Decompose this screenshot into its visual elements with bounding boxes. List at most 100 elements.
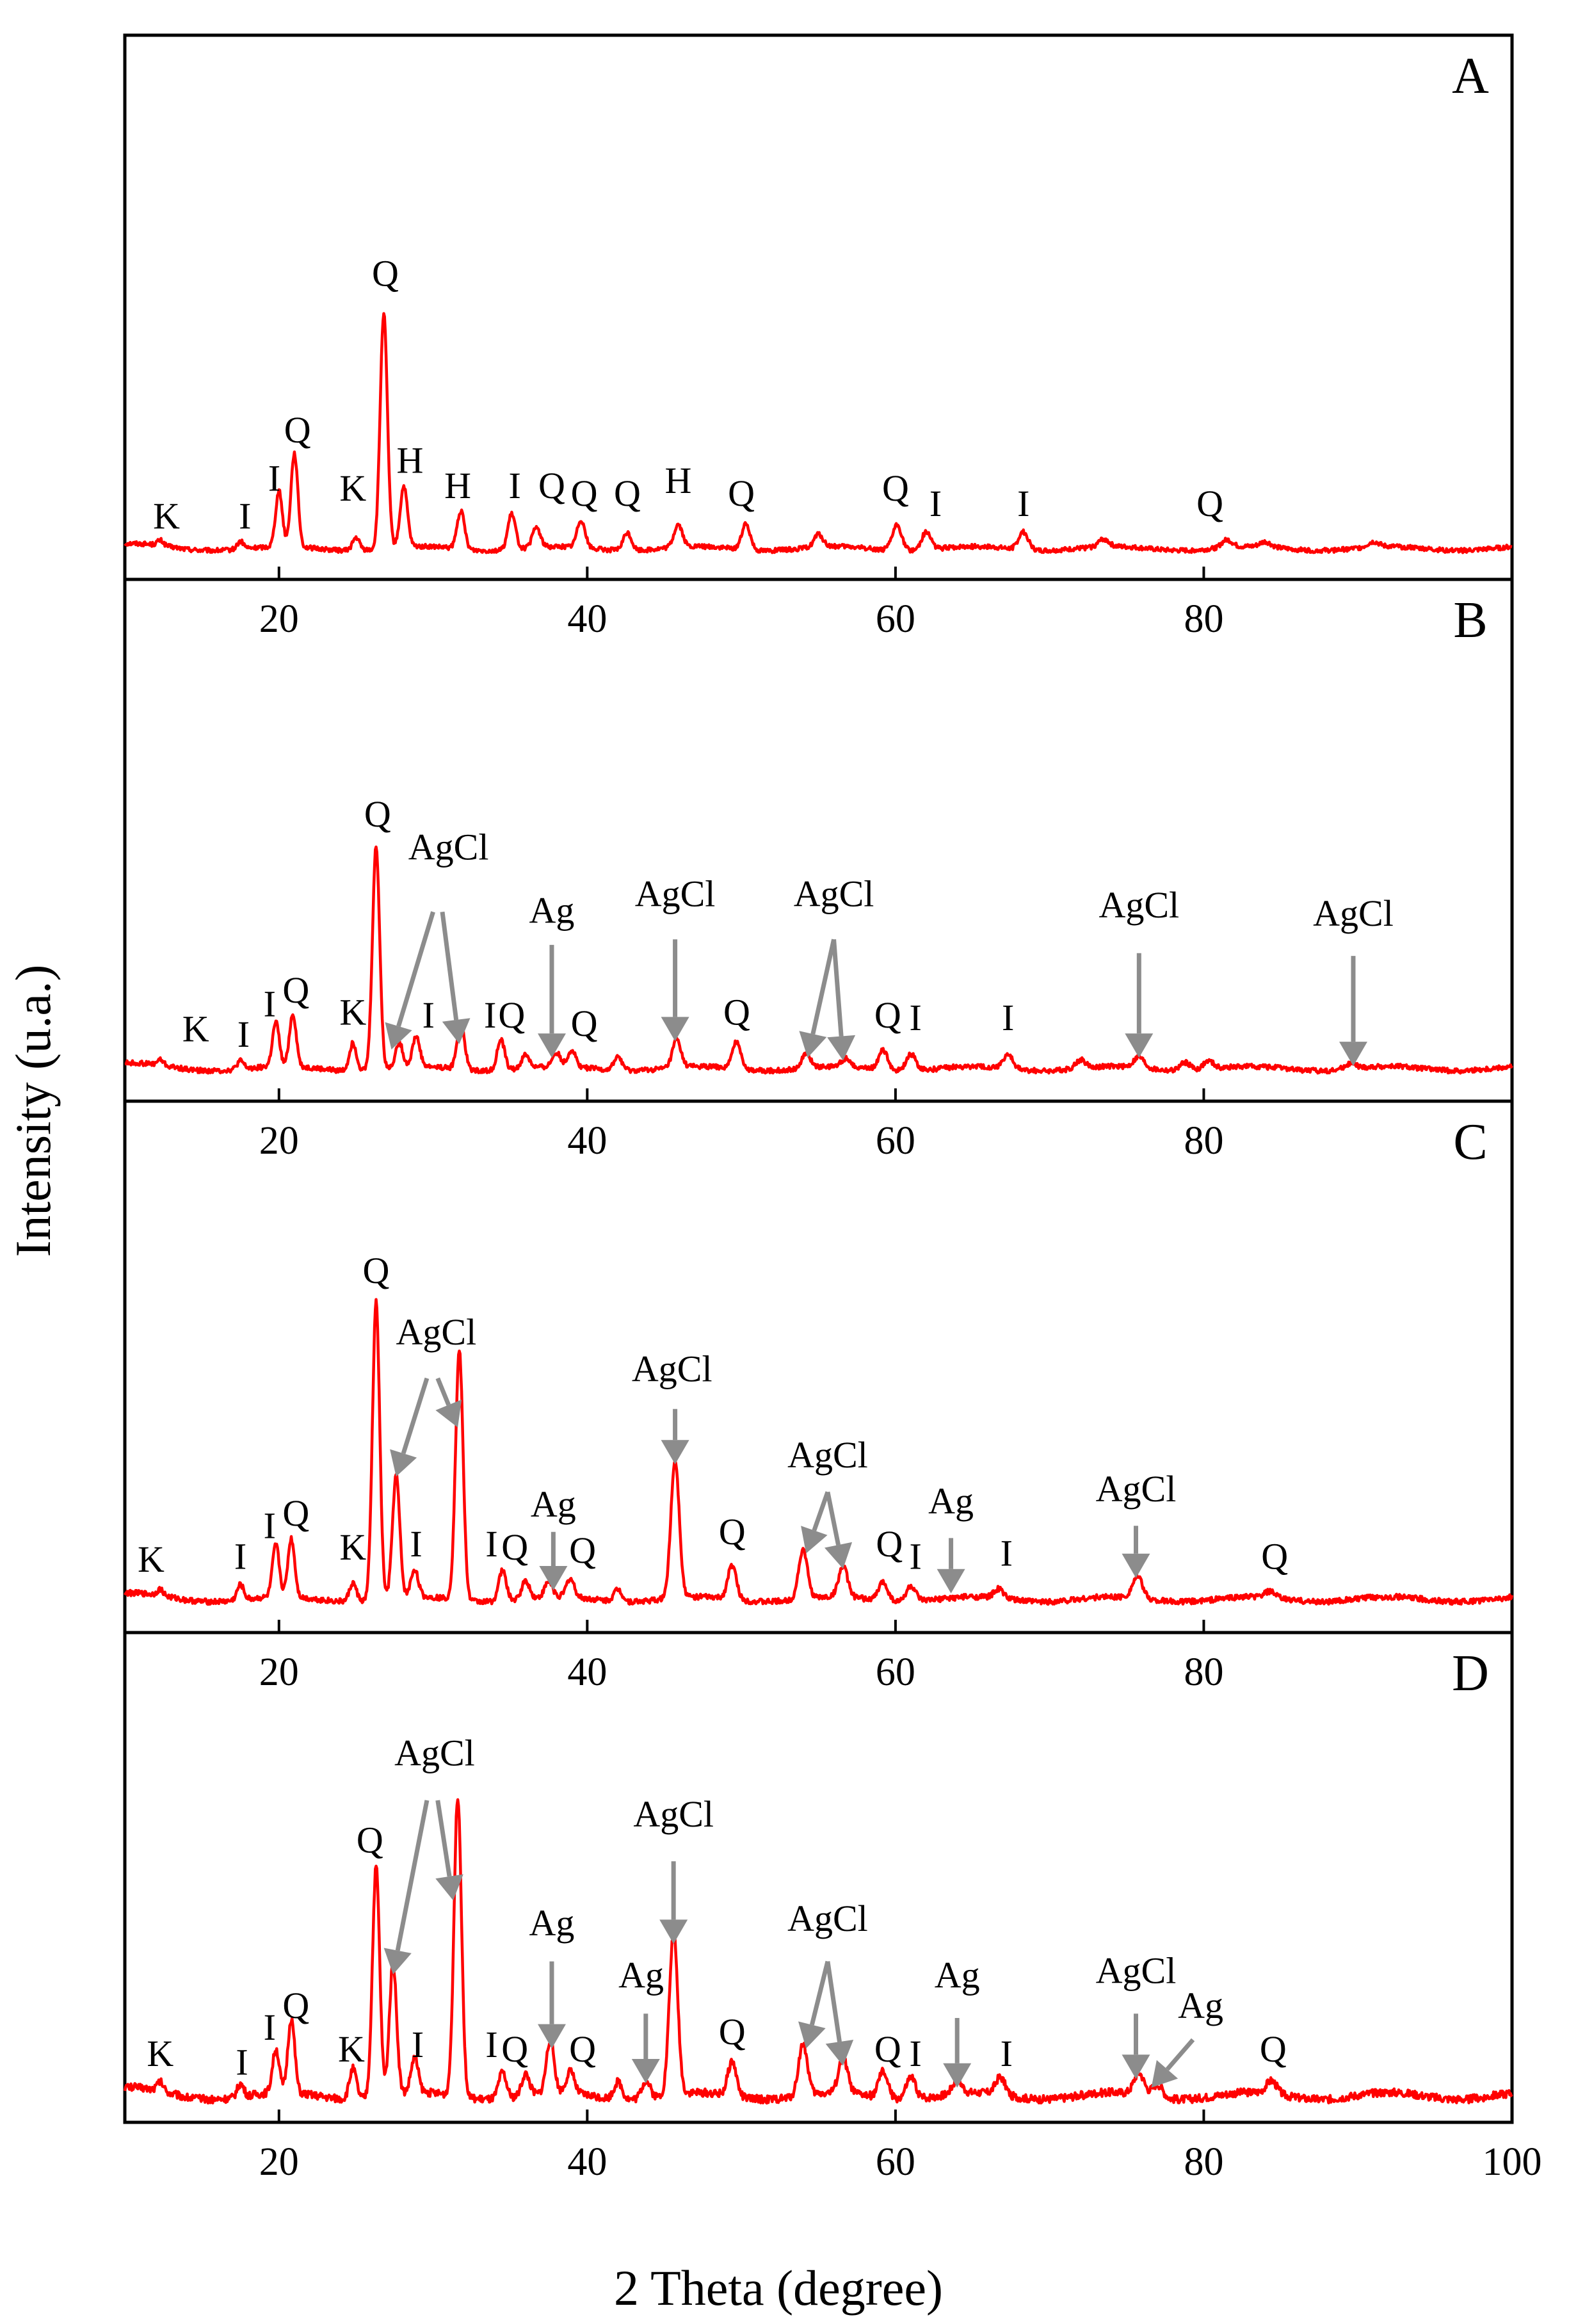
annotation-arrowhead (801, 1526, 828, 1554)
phase-label: I (264, 1505, 276, 1546)
annotation-arrowhead (943, 2063, 972, 2088)
annotation-arrowhead (538, 1033, 566, 1058)
annotation-arrowhead (827, 1035, 856, 1061)
phase-label: Q (282, 1985, 309, 2026)
phase-label: AgCl (408, 827, 489, 868)
phase-label: I (412, 2024, 424, 2065)
phase-label: Ag (618, 1954, 664, 1996)
annotation-arrowhead (1122, 1553, 1150, 1578)
phase-label: I (1001, 2033, 1013, 2074)
phase-label: AgCl (635, 873, 716, 915)
x-tick-label: 60 (876, 2140, 915, 2184)
phase-label: I (234, 1535, 246, 1577)
phase-label: I (910, 997, 922, 1038)
annotation-arrow (809, 1960, 830, 2026)
phase-label: Ag (529, 890, 575, 932)
phase-label: I (236, 2041, 248, 2083)
phase-label: I (485, 1523, 497, 1565)
phase-label: K (182, 1008, 209, 1049)
phase-label: Q (874, 2028, 901, 2070)
panel-frame (123, 577, 1514, 1103)
phase-label: I (485, 2024, 497, 2065)
phase-label: Q (1261, 1535, 1288, 1577)
x-tick-label: 80 (1184, 2140, 1223, 2184)
annotation-arrow (825, 1961, 842, 2042)
annotation-arrow (810, 939, 836, 1035)
annotation-arrowhead (1122, 2054, 1150, 2079)
phase-label: AgCl (633, 1793, 714, 1835)
phase-label: AgCl (1098, 884, 1179, 926)
annotation-arrowhead (937, 1569, 965, 1594)
annotation-arrow (401, 1377, 430, 1455)
phase-label: AgCl (394, 1732, 475, 1774)
annotation-arrowhead (435, 1400, 462, 1428)
panel-letter: B (1453, 592, 1487, 649)
x-tick-label: 40 (567, 1650, 607, 1694)
phase-label: Q (882, 467, 909, 509)
annotation-arrowhead (538, 2024, 566, 2049)
phase-label: Q (284, 409, 311, 451)
phase-label: Q (357, 1820, 383, 1861)
phase-label: AgCl (1313, 892, 1394, 934)
phase-label: I (268, 457, 280, 499)
annotation-arrowhead (442, 1018, 471, 1044)
phase-label: I (484, 994, 496, 1036)
phase-label: Ag (529, 1902, 575, 1944)
x-tick-label: 20 (259, 1119, 299, 1163)
phase-label: AgCl (632, 1348, 712, 1390)
phase-label: K (339, 1526, 366, 1568)
phase-label: I (509, 465, 521, 506)
phase-label: AgCl (787, 1898, 868, 1939)
phase-label: K (147, 2033, 173, 2074)
phase-label: K (339, 992, 366, 1033)
phase-label: I (264, 983, 276, 1025)
phase-label: I (910, 1535, 922, 1577)
annotation-arrowhead (661, 1017, 689, 1042)
panel-frame (123, 1099, 1514, 1634)
x-tick-label: 60 (876, 1119, 915, 1163)
phase-label: AgCl (1096, 1468, 1177, 1510)
xrd-trace-A (124, 312, 1513, 554)
phase-label: K (153, 496, 180, 537)
phase-label: Q (363, 1250, 390, 1291)
phase-label: Q (282, 969, 309, 1011)
phase-label: I (929, 483, 942, 524)
xrd-trace-B (124, 845, 1513, 1075)
annotation-arrowhead (383, 1948, 412, 1974)
phase-label: Q (571, 1003, 598, 1044)
phase-label: Ag (1178, 1985, 1223, 2026)
phase-label: I (410, 1523, 422, 1565)
x-tick-label: 60 (876, 1650, 915, 1694)
annotation-arrow (435, 1377, 451, 1406)
panel-frame (123, 33, 1514, 581)
x-tick-label: 20 (259, 2140, 299, 2184)
annotation-arrowhead (825, 2040, 854, 2066)
panel-letter: C (1453, 1114, 1487, 1170)
phase-label: I (422, 994, 435, 1036)
phase-label: H (664, 460, 691, 501)
y-axis-label: Intensity (u.a.) (5, 964, 61, 1257)
panel-letter: D (1452, 1645, 1489, 1702)
phase-label: Q (571, 472, 598, 514)
phase-label: Q (498, 994, 525, 1036)
annotation-arrowhead (435, 1874, 463, 1901)
phase-label: Ag (935, 1954, 980, 1996)
annotation-arrow (1165, 2038, 1195, 2071)
annotation-arrowhead (798, 2021, 826, 2049)
phase-label: Q (501, 2028, 528, 2070)
panel-letter: A (1452, 48, 1489, 104)
phase-label: Q (719, 2011, 746, 2053)
phase-label: I (1001, 1533, 1013, 1574)
phase-label: I (1017, 483, 1029, 524)
phase-label: Q (538, 465, 565, 506)
phase-label: Q (876, 1523, 903, 1565)
phase-label: Q (372, 252, 399, 294)
phase-label: Q (282, 1492, 309, 1534)
phase-label: H (396, 440, 423, 481)
phase-label: Q (614, 472, 641, 514)
annotation-arrowhead (1151, 2060, 1179, 2088)
